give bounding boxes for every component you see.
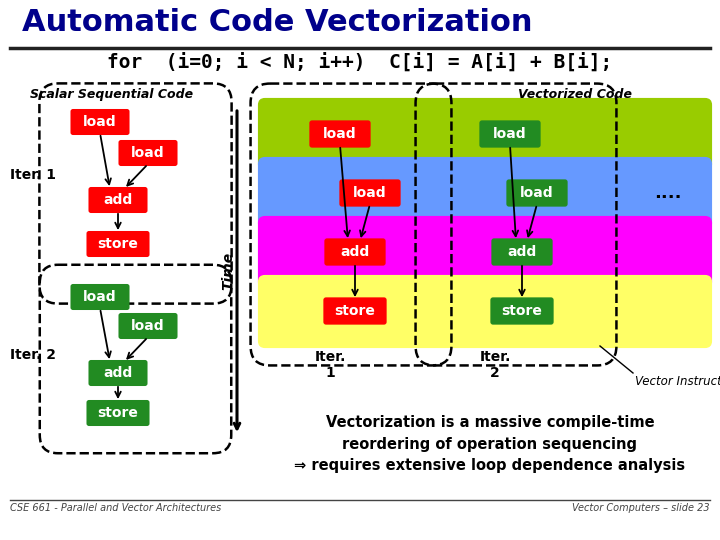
Text: store: store	[98, 406, 138, 420]
Text: Vectorized Code: Vectorized Code	[518, 88, 632, 101]
Text: load: load	[520, 186, 554, 200]
Text: load: load	[354, 186, 387, 200]
Text: load: load	[493, 127, 527, 141]
Text: add: add	[341, 245, 369, 259]
Text: Vector Instruction: Vector Instruction	[635, 375, 720, 388]
Text: add: add	[104, 366, 132, 380]
FancyBboxPatch shape	[119, 313, 178, 339]
FancyBboxPatch shape	[86, 400, 150, 426]
FancyBboxPatch shape	[89, 187, 148, 213]
FancyBboxPatch shape	[339, 179, 400, 207]
Text: load: load	[84, 115, 117, 129]
Text: CSE 661 - Parallel and Vector Architectures: CSE 661 - Parallel and Vector Architectu…	[10, 503, 221, 513]
FancyBboxPatch shape	[86, 231, 150, 257]
FancyBboxPatch shape	[506, 179, 567, 207]
Text: add: add	[508, 245, 536, 259]
FancyBboxPatch shape	[491, 238, 553, 266]
Text: Vectorization is a massive compile-time
reordering of operation sequencing
⇒ req: Vectorization is a massive compile-time …	[294, 415, 685, 473]
Text: store: store	[335, 304, 375, 318]
Text: load: load	[131, 319, 165, 333]
Text: Automatic Code Vectorization: Automatic Code Vectorization	[22, 8, 533, 37]
Text: ....: ....	[654, 184, 682, 202]
Text: Vector Computers – slide 23: Vector Computers – slide 23	[572, 503, 710, 513]
FancyBboxPatch shape	[258, 157, 712, 230]
FancyBboxPatch shape	[490, 298, 554, 325]
FancyBboxPatch shape	[324, 238, 386, 266]
Text: add: add	[104, 193, 132, 207]
FancyBboxPatch shape	[258, 275, 712, 348]
FancyBboxPatch shape	[119, 140, 178, 166]
FancyBboxPatch shape	[258, 216, 712, 289]
Text: load: load	[323, 127, 357, 141]
FancyBboxPatch shape	[323, 298, 387, 325]
FancyBboxPatch shape	[71, 284, 130, 310]
FancyBboxPatch shape	[480, 120, 541, 147]
Text: store: store	[502, 304, 542, 318]
Text: Iter.
1: Iter. 1	[315, 350, 346, 380]
Text: Iter. 2: Iter. 2	[10, 348, 56, 362]
FancyBboxPatch shape	[258, 98, 712, 171]
Text: Iter. 1: Iter. 1	[10, 168, 56, 182]
FancyBboxPatch shape	[310, 120, 371, 147]
Text: Scalar Sequential Code: Scalar Sequential Code	[30, 88, 193, 101]
Text: for  (i=0; i < N; i++)  C[i] = A[i] + B[i];: for (i=0; i < N; i++) C[i] = A[i] + B[i]…	[107, 52, 613, 71]
Text: load: load	[84, 290, 117, 304]
Text: Iter.
2: Iter. 2	[480, 350, 510, 380]
FancyBboxPatch shape	[89, 360, 148, 386]
Text: load: load	[131, 146, 165, 160]
Text: store: store	[98, 237, 138, 251]
FancyBboxPatch shape	[71, 109, 130, 135]
Text: Time: Time	[221, 252, 235, 290]
